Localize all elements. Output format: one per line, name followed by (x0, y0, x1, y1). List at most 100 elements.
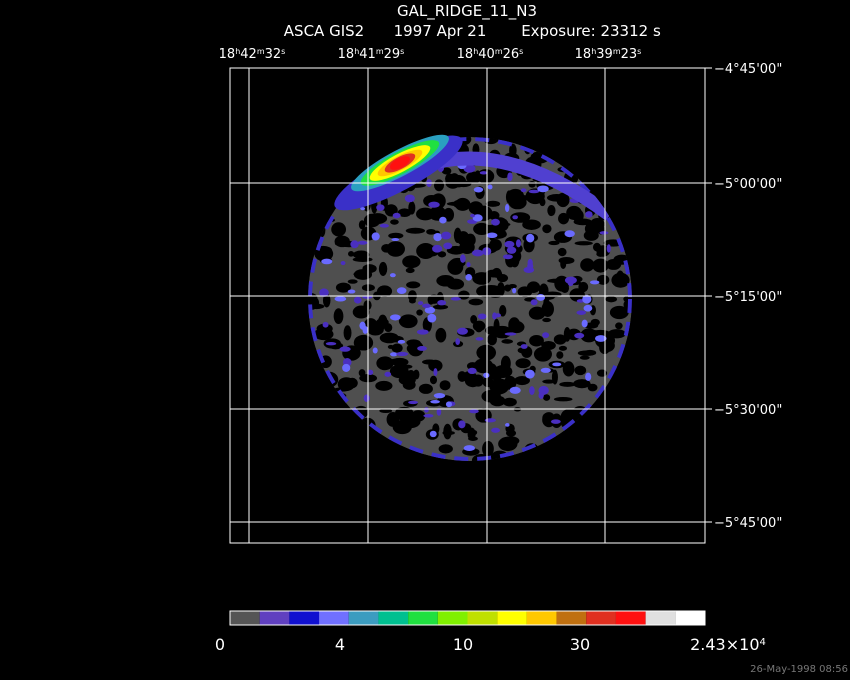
dark-patch (416, 242, 436, 259)
dark-patch (416, 309, 423, 316)
faint-emission (465, 274, 473, 281)
dark-patch (502, 397, 517, 407)
faint-emission (491, 427, 501, 433)
dark-patch (472, 374, 484, 387)
dark-patch (358, 220, 366, 230)
faint-emission (589, 280, 600, 285)
faint-emission (520, 344, 528, 349)
dark-patch (528, 180, 536, 188)
faint-emission (520, 188, 527, 193)
dark-patch (387, 344, 394, 349)
dark-patch (376, 318, 389, 326)
dark-patch (408, 298, 416, 304)
faint-emission (416, 329, 429, 335)
dark-patch (485, 200, 501, 207)
ra-label: 18h41m29s (338, 47, 405, 63)
faint-emission (389, 314, 401, 321)
colorbar-label: 4 (335, 635, 345, 654)
ra-label: 18h40m26s (457, 47, 524, 63)
faint-emission (487, 184, 493, 190)
dark-patch (515, 358, 531, 369)
dark-patch (333, 308, 344, 324)
colorbar: 0 4 10 30 2.43×104 (215, 610, 766, 654)
dark-patch (443, 423, 452, 440)
faint-emission (530, 299, 538, 306)
dark-patch (441, 167, 452, 175)
dark-patch (389, 364, 409, 379)
faint-emission (483, 372, 490, 379)
colorbar-label: 0 (215, 635, 225, 654)
faint-emission (471, 249, 484, 257)
faint-emission (404, 194, 415, 203)
colorbar-cell (586, 611, 616, 625)
dark-patch (388, 232, 404, 239)
dark-patch (505, 190, 513, 204)
faint-emission (342, 363, 351, 372)
dark-patch (510, 212, 531, 223)
faint-emission (456, 327, 468, 335)
ra-unit: m (376, 47, 384, 56)
faint-emission (503, 254, 513, 260)
faint-emission (433, 232, 442, 242)
dark-patch (437, 251, 447, 258)
dark-patch (438, 444, 453, 454)
faint-emission (445, 401, 452, 408)
dark-patch (559, 381, 576, 387)
faint-emission (417, 301, 424, 306)
dark-patch (615, 270, 625, 287)
dark-patch (362, 264, 377, 274)
dark-patch (563, 326, 571, 342)
dark-patch (562, 361, 575, 377)
faint-emission (564, 230, 575, 238)
label-text: 2.43×10 (690, 635, 759, 654)
faint-emission (506, 246, 517, 254)
dark-patch (407, 340, 424, 357)
ra-value: 39 (596, 47, 613, 62)
dec-label: −5°45'00" (714, 516, 782, 531)
faint-emission (504, 332, 517, 336)
ra-unit: m (495, 47, 503, 56)
source-contour (390, 156, 410, 170)
dark-patch (335, 282, 351, 293)
faint-emission (505, 423, 510, 427)
colorbar-cell (645, 611, 676, 625)
dark-patch (353, 272, 368, 277)
ra-value: 32 (265, 47, 282, 62)
dark-patch (560, 408, 581, 425)
colorbar-cell (615, 611, 646, 625)
faint-emission (583, 304, 593, 312)
dark-patch (541, 301, 554, 317)
ra-label: 18h42m32s (219, 47, 286, 63)
dark-patch (337, 377, 356, 392)
dark-patch (560, 259, 567, 269)
dark-patch (439, 380, 451, 391)
dark-patch (470, 315, 478, 324)
dark-patch (429, 206, 446, 219)
label-text: 4 (335, 635, 345, 654)
dark-patch (556, 351, 564, 359)
faint-emission (443, 242, 453, 250)
dark-patch (558, 345, 568, 351)
faint-emission (479, 171, 488, 175)
faint-emission (392, 212, 401, 219)
dark-patch (572, 209, 584, 223)
faint-emission (424, 407, 429, 413)
coordinate-grid: 18h42m32s 18h41m29s 18h40m26s 18h39m23s−4°4… (219, 47, 782, 544)
dark-patch (482, 440, 494, 457)
dark-patch (426, 228, 436, 235)
faint-emission (529, 386, 535, 395)
faint-emission (450, 297, 461, 301)
faint-emission (325, 342, 337, 346)
faint-emission (433, 368, 438, 377)
faint-emission (321, 258, 333, 265)
faint-emission (439, 216, 447, 224)
dark-patch (433, 179, 445, 192)
faint-emission (477, 313, 487, 320)
colorbar-cell (408, 611, 438, 625)
faint-emission (550, 419, 561, 424)
faint-emission (574, 332, 585, 339)
dec-label: −5°00'00" (714, 177, 782, 192)
dark-patch (379, 408, 393, 413)
dark-patch (501, 339, 514, 344)
